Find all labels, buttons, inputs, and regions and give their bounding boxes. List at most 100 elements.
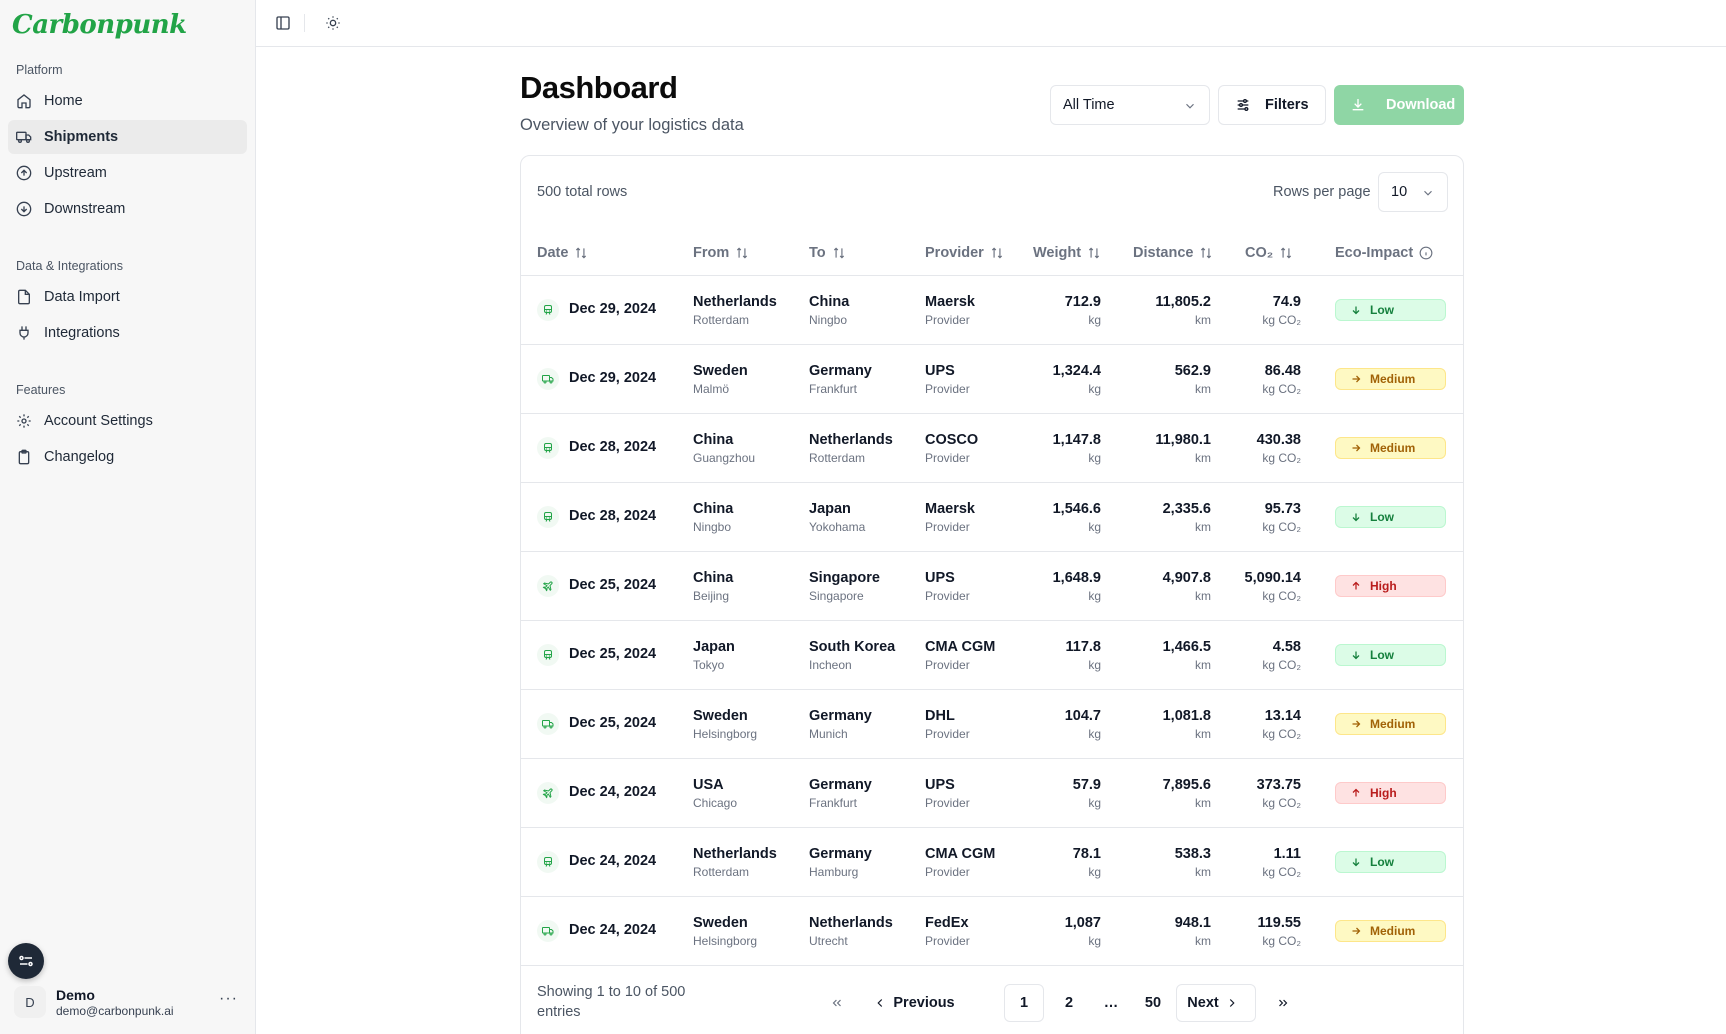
user-menu[interactable]: D Demo demo@carbonpunk.ai ···: [14, 982, 246, 1022]
weight-unit: kg: [1088, 589, 1101, 603]
co2-value: 74.9: [1272, 294, 1301, 310]
chevron-right-icon: [1225, 996, 1239, 1010]
sidebar-toggle-icon[interactable]: [274, 14, 292, 32]
eco-impact-label: Low: [1370, 855, 1394, 869]
sort-icon[interactable]: [1199, 246, 1213, 260]
weight-cell: 117.8 kg: [1001, 639, 1102, 672]
first-page-button[interactable]: [821, 984, 853, 1022]
distance-unit: km: [1195, 727, 1211, 741]
column-header[interactable]: Date: [537, 245, 588, 261]
table-row[interactable]: Dec 24, 2024 Sweden Helsingborg Netherlands…: [521, 897, 1463, 966]
provider-cell: CMA CGM Provider: [925, 846, 995, 879]
table-row[interactable]: Dec 29, 2024 Sweden Malmö Germany Frankfurt U…: [521, 345, 1463, 414]
co2-value: 95.73: [1264, 501, 1301, 517]
to-city: Hamburg: [809, 865, 859, 879]
eco-impact-badge: Low: [1335, 299, 1446, 321]
rows-per-page-select[interactable]: 10: [1378, 172, 1448, 212]
sidebar-item-downstream[interactable]: Downstream: [8, 192, 247, 226]
provider-name: COSCO: [925, 432, 979, 448]
logo-text: Carbonpunk: [12, 10, 187, 40]
provider-cell: UPS Provider: [925, 363, 970, 396]
total-rows: 500 total rows: [537, 184, 628, 200]
toolbar-toggle-button[interactable]: [8, 943, 44, 979]
column-header[interactable]: Weight: [1033, 245, 1101, 261]
last-page-button[interactable]: [1267, 984, 1299, 1022]
provider-cell: UPS Provider: [925, 570, 970, 603]
from-city: Chicago: [693, 796, 738, 810]
logo[interactable]: Carbonpunk: [12, 8, 187, 42]
to-city: Incheon: [809, 658, 852, 672]
column-header[interactable]: Distance: [1133, 245, 1213, 261]
column-header[interactable]: From: [693, 245, 749, 261]
distance-unit: km: [1195, 658, 1211, 672]
previous-page-button[interactable]: Previous: [866, 984, 956, 1022]
sort-icon[interactable]: [990, 246, 1004, 260]
shipments-table-card: 500 total rows Rows per page 10 Date From…: [520, 155, 1464, 1034]
table-row[interactable]: Dec 28, 2024 China Ningbo Japan Yokohama Maer…: [521, 483, 1463, 552]
to-city: Frankfurt: [809, 382, 858, 396]
to-country: Germany: [809, 846, 872, 862]
co2-unit: kg CO₂: [1262, 865, 1301, 879]
sidebar-item-upstream[interactable]: Upstream: [8, 156, 247, 190]
from-cell: China Guangzhou: [693, 432, 755, 465]
column-header[interactable]: Provider: [925, 245, 1004, 261]
distance-value: 1,081.8: [1162, 708, 1211, 724]
distance-value: 11,805.2: [1155, 294, 1211, 310]
table-row[interactable]: Dec 24, 2024 USA Chicago Germany Frankfurt UP…: [521, 759, 1463, 828]
weight-unit: kg: [1088, 313, 1101, 327]
column-header[interactable]: To: [809, 245, 846, 261]
distance-cell: 538.3 km: [1111, 846, 1211, 879]
to-cell: Germany Hamburg: [809, 846, 872, 879]
weight-value: 1,648.9: [1052, 570, 1101, 586]
page-button-2[interactable]: 2: [1064, 995, 1074, 1011]
more-icon[interactable]: ···: [219, 990, 238, 1007]
shipment-date: Dec 25, 2024: [569, 577, 657, 593]
weight-value: 1,324.4: [1052, 363, 1101, 379]
sort-icon[interactable]: [574, 246, 588, 260]
sort-icon[interactable]: [1279, 246, 1293, 260]
page-button-1[interactable]: 1: [1004, 984, 1044, 1022]
to-country: South Korea: [809, 639, 896, 655]
column-header[interactable]: CO₂: [1245, 245, 1293, 261]
filters-label: Filters: [1265, 97, 1309, 113]
table-row[interactable]: Dec 24, 2024 Netherlands Rotterdam Germany H…: [521, 828, 1463, 897]
next-page-button[interactable]: Next: [1176, 984, 1256, 1022]
sidebar-item-integrations[interactable]: Integrations: [8, 316, 247, 350]
from-country: China: [693, 432, 734, 448]
weight-cell: 78.1 kg: [1001, 846, 1101, 879]
page-button-50[interactable]: 50: [1144, 995, 1162, 1011]
from-city: Beijing: [693, 589, 730, 603]
from-cell: Sweden Malmö: [693, 363, 748, 396]
from-city: Malmö: [693, 382, 730, 396]
sort-icon[interactable]: [735, 246, 749, 260]
distance-cell: 11,980.1 km: [1111, 432, 1211, 465]
theme-toggle-icon[interactable]: [324, 14, 342, 32]
distance-cell: 11,805.2 km: [1111, 294, 1211, 327]
sidebar-item-account-settings[interactable]: Account Settings: [8, 404, 247, 438]
sidebar-item-changelog[interactable]: Changelog: [8, 440, 247, 474]
truck-icon: [537, 713, 559, 735]
sidebar-item-shipments[interactable]: Shipments: [8, 120, 247, 154]
provider-cell: Maersk Provider: [925, 501, 975, 534]
sidebar-item-home[interactable]: Home: [8, 84, 247, 118]
filters-button[interactable]: Filters: [1218, 85, 1326, 125]
to-city: Frankfurt: [809, 796, 858, 810]
download-button[interactable]: Download: [1334, 85, 1464, 125]
user-name: Demo: [56, 986, 95, 1003]
distance-cell: 562.9 km: [1111, 363, 1211, 396]
table-row[interactable]: Dec 25, 2024 China Beijing Singapore Singapo…: [521, 552, 1463, 621]
table-row[interactable]: Dec 29, 2024 Netherlands Rotterdam China Nin…: [521, 276, 1463, 345]
rows-per-page-label: Rows per page: [1273, 184, 1371, 200]
sidebar-item-data-import[interactable]: Data Import: [8, 280, 247, 314]
sort-icon[interactable]: [1087, 246, 1101, 260]
sort-icon[interactable]: [832, 246, 846, 260]
page-title: Dashboard: [520, 70, 678, 105]
table-row[interactable]: Dec 28, 2024 China Guangzhou Netherlands Rot…: [521, 414, 1463, 483]
time-range-value: All Time: [1063, 97, 1115, 113]
time-range-select[interactable]: All Time: [1050, 85, 1210, 125]
arrow-up-icon: [1350, 787, 1362, 799]
table-row[interactable]: Dec 25, 2024 Sweden Helsingborg Germany Muni…: [521, 690, 1463, 759]
table-row[interactable]: Dec 25, 2024 Japan Tokyo South Korea Incheon…: [521, 621, 1463, 690]
to-cell: South Korea Incheon: [809, 639, 895, 672]
from-cell: China Ningbo: [693, 501, 733, 534]
